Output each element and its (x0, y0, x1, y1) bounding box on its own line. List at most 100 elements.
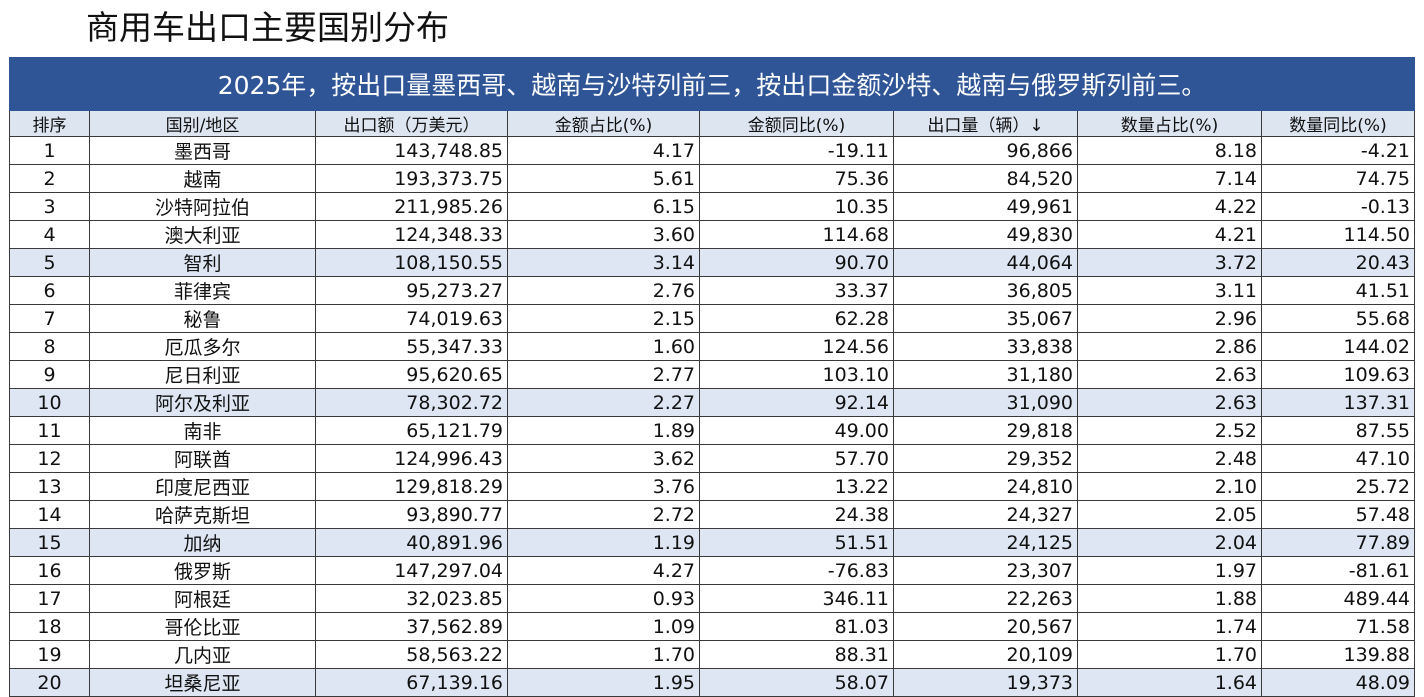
volume-cell: 20,567 (893, 612, 1078, 641)
column-header-value-share: 金额占比(%) (507, 110, 700, 137)
rank-cell: 2 (9, 164, 90, 193)
volume-cell: 33,838 (893, 332, 1078, 361)
country-cell: 沙特阿拉伯 (89, 192, 316, 221)
volume-share-cell: 2.05 (1077, 500, 1262, 529)
export-value-cell: 37,562.89 (315, 612, 508, 641)
volume-cell: 31,180 (893, 360, 1078, 389)
table-row: 20 坦桑尼亚 67,139.16 1.95 58.07 19,373 1.64 48.09 (9, 668, 1416, 697)
country-cell: 坦桑尼亚 (89, 668, 316, 697)
rank-cell: 9 (9, 360, 90, 389)
table-row: 15 加纳 40,891.96 1.19 51.51 24,125 2.04 77.89 (9, 528, 1416, 557)
export-value-cell: 124,348.33 (315, 220, 508, 249)
value-share-cell: 1.60 (507, 332, 700, 361)
export-value-cell: 93,890.77 (315, 500, 508, 529)
volume-yoy-cell: -0.13 (1260, 192, 1416, 221)
value-yoy-cell: 24.38 (699, 500, 894, 529)
value-yoy-cell: 346.11 (699, 584, 894, 613)
volume-cell: 24,125 (893, 528, 1078, 557)
volume-cell: 29,818 (893, 416, 1078, 445)
value-yoy-cell: 81.03 (699, 612, 894, 641)
country-cell: 阿联酋 (89, 444, 316, 473)
volume-yoy-cell: 57.48 (1260, 500, 1416, 529)
table-row: 5 智利 108,150.55 3.14 90.70 44,064 3.72 20.43 (9, 248, 1416, 277)
value-yoy-cell: 88.31 (699, 640, 894, 669)
export-value-cell: 58,563.22 (315, 640, 508, 669)
value-yoy-cell: -19.11 (699, 136, 894, 165)
volume-cell: 24,327 (893, 500, 1078, 529)
volume-share-cell: 2.63 (1077, 360, 1262, 389)
rank-cell: 20 (9, 668, 90, 697)
value-share-cell: 2.72 (507, 500, 700, 529)
value-yoy-cell: 124.56 (699, 332, 894, 361)
table-row: 8 厄瓜多尔 55,347.33 1.60 124.56 33,838 2.86 144.02 (9, 332, 1416, 361)
volume-yoy-cell: 20.43 (1260, 248, 1416, 277)
volume-yoy-cell: 137.31 (1260, 388, 1416, 417)
country-cell: 几内亚 (89, 640, 316, 669)
volume-yoy-cell: 489.44 (1260, 584, 1416, 613)
column-header-volume-yoy: 数量同比(%) (1260, 110, 1416, 137)
value-share-cell: 2.76 (507, 276, 700, 305)
volume-share-cell: 2.10 (1077, 472, 1262, 501)
export-value-cell: 193,373.75 (315, 164, 508, 193)
column-header-export-value: 出口额（万美元） (315, 110, 508, 137)
table-row: 19 几内亚 58,563.22 1.70 88.31 20,109 1.70 139.88 (9, 640, 1416, 669)
value-yoy-cell: 92.14 (699, 388, 894, 417)
volume-cell: 20,109 (893, 640, 1078, 669)
rank-cell: 3 (9, 192, 90, 221)
rank-cell: 8 (9, 332, 90, 361)
country-cell: 阿尔及利亚 (89, 388, 316, 417)
banner-row: 2025年，按出口量墨西哥、越南与沙特列前三，按出口金额沙特、越南与俄罗斯列前三… (8, 57, 1416, 111)
rank-cell: 11 (9, 416, 90, 445)
volume-cell: 24,810 (893, 472, 1078, 501)
country-cell: 厄瓜多尔 (89, 332, 316, 361)
column-header-row: 排序 国别/地区 出口额（万美元） 金额占比(%) 金额同比(%) 出口量（辆）… (9, 110, 1416, 137)
rank-cell: 4 (9, 220, 90, 249)
volume-share-cell: 3.72 (1077, 248, 1262, 277)
volume-yoy-cell: 139.88 (1260, 640, 1416, 669)
summary-banner: 2025年，按出口量墨西哥、越南与沙特列前三，按出口金额沙特、越南与俄罗斯列前三… (8, 57, 1416, 111)
value-share-cell: 0.93 (507, 584, 700, 613)
value-yoy-cell: 75.36 (699, 164, 894, 193)
export-value-cell: 40,891.96 (315, 528, 508, 557)
country-cell: 哥伦比亚 (89, 612, 316, 641)
export-value-cell: 143,748.85 (315, 136, 508, 165)
volume-share-cell: 1.88 (1077, 584, 1262, 613)
table-body: 1 墨西哥 143,748.85 4.17 -19.11 96,866 8.18 -4.21 2… (9, 136, 1416, 697)
export-value-cell: 95,273.27 (315, 276, 508, 305)
volume-cell: 49,830 (893, 220, 1078, 249)
value-yoy-cell: 114.68 (699, 220, 894, 249)
rank-cell: 7 (9, 304, 90, 333)
volume-share-cell: 2.52 (1077, 416, 1262, 445)
table-row: 13 印度尼西亚 129,818.29 3.76 13.22 24,810 2.10 25.7… (9, 472, 1416, 501)
country-cell: 尼日利亚 (89, 360, 316, 389)
volume-cell: 23,307 (893, 556, 1078, 585)
rank-cell: 17 (9, 584, 90, 613)
value-yoy-cell: 62.28 (699, 304, 894, 333)
volume-share-cell: 8.18 (1077, 136, 1262, 165)
value-share-cell: 1.89 (507, 416, 700, 445)
value-share-cell: 2.77 (507, 360, 700, 389)
volume-share-cell: 1.70 (1077, 640, 1262, 669)
volume-cell: 31,090 (893, 388, 1078, 417)
export-value-cell: 32,023.85 (315, 584, 508, 613)
volume-cell: 19,373 (893, 668, 1078, 697)
volume-share-cell: 4.21 (1077, 220, 1262, 249)
rank-cell: 15 (9, 528, 90, 557)
export-value-cell: 95,620.65 (315, 360, 508, 389)
value-share-cell: 6.15 (507, 192, 700, 221)
value-share-cell: 3.60 (507, 220, 700, 249)
country-cell: 南非 (89, 416, 316, 445)
value-share-cell: 2.15 (507, 304, 700, 333)
volume-yoy-cell: 114.50 (1260, 220, 1416, 249)
volume-cell: 49,961 (893, 192, 1078, 221)
value-yoy-cell: -76.83 (699, 556, 894, 585)
rank-cell: 12 (9, 444, 90, 473)
value-share-cell: 3.76 (507, 472, 700, 501)
country-cell: 墨西哥 (89, 136, 316, 165)
value-share-cell: 1.09 (507, 612, 700, 641)
table-row: 1 墨西哥 143,748.85 4.17 -19.11 96,866 8.18 -4.21 (9, 136, 1416, 165)
volume-yoy-cell: 47.10 (1260, 444, 1416, 473)
country-cell: 澳大利亚 (89, 220, 316, 249)
volume-share-cell: 1.97 (1077, 556, 1262, 585)
column-header-value-yoy: 金额同比(%) (699, 110, 894, 137)
